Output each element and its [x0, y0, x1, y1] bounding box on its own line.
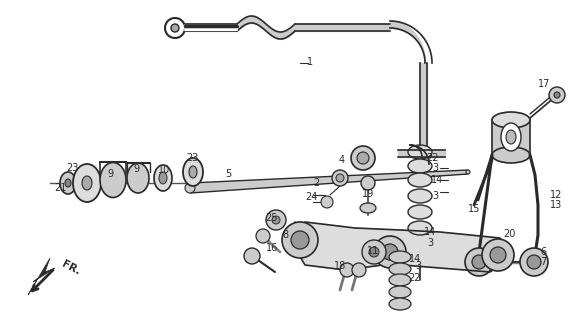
Circle shape: [291, 231, 309, 249]
Circle shape: [336, 174, 344, 182]
Ellipse shape: [389, 274, 411, 286]
Text: 9: 9: [133, 164, 139, 174]
Text: 3: 3: [432, 163, 438, 173]
Text: 1: 1: [307, 57, 313, 67]
Ellipse shape: [127, 163, 149, 193]
Ellipse shape: [389, 263, 411, 275]
Text: 22: 22: [427, 153, 440, 163]
Text: 13: 13: [550, 200, 562, 210]
Circle shape: [482, 239, 514, 271]
Circle shape: [361, 176, 375, 190]
Ellipse shape: [100, 163, 126, 197]
Polygon shape: [190, 170, 468, 193]
Ellipse shape: [389, 251, 411, 263]
Text: 16: 16: [266, 243, 278, 253]
Circle shape: [256, 229, 270, 243]
Text: 9: 9: [107, 169, 113, 179]
Circle shape: [282, 222, 318, 258]
Text: 19: 19: [362, 189, 374, 199]
Circle shape: [332, 170, 348, 186]
Text: 10: 10: [158, 165, 170, 175]
Text: 6: 6: [540, 247, 546, 257]
Text: FR.: FR.: [60, 259, 82, 277]
Polygon shape: [492, 120, 530, 155]
Ellipse shape: [65, 179, 71, 187]
Ellipse shape: [183, 158, 203, 186]
Ellipse shape: [408, 221, 432, 235]
Circle shape: [244, 248, 260, 264]
Ellipse shape: [408, 189, 432, 203]
Circle shape: [165, 18, 185, 38]
Text: 20: 20: [503, 229, 515, 239]
Text: 3: 3: [415, 261, 421, 271]
Text: 12: 12: [550, 190, 562, 200]
Ellipse shape: [159, 172, 167, 184]
Text: 4: 4: [339, 155, 345, 165]
Text: 11: 11: [367, 246, 379, 256]
Ellipse shape: [189, 166, 197, 178]
Ellipse shape: [60, 172, 76, 194]
Text: 22: 22: [409, 273, 421, 283]
Text: 25: 25: [265, 213, 278, 223]
Text: 2: 2: [313, 178, 319, 188]
Ellipse shape: [360, 203, 376, 213]
Text: 18: 18: [334, 261, 346, 271]
Circle shape: [549, 87, 565, 103]
Text: 7: 7: [540, 257, 546, 267]
Ellipse shape: [82, 176, 92, 190]
Text: 23: 23: [186, 153, 198, 163]
Text: 23: 23: [66, 163, 78, 173]
Text: 17: 17: [538, 79, 550, 89]
Circle shape: [490, 247, 506, 263]
Ellipse shape: [492, 147, 530, 163]
Circle shape: [362, 240, 386, 264]
Ellipse shape: [73, 164, 101, 202]
Circle shape: [466, 170, 470, 174]
Circle shape: [352, 263, 366, 277]
Text: 14: 14: [409, 254, 421, 264]
Ellipse shape: [492, 112, 530, 128]
Circle shape: [171, 24, 179, 32]
Text: 3: 3: [427, 238, 433, 248]
Text: 24: 24: [305, 192, 317, 202]
Text: 3: 3: [432, 191, 438, 201]
Text: 8: 8: [282, 230, 288, 240]
Circle shape: [554, 92, 560, 98]
Circle shape: [340, 263, 354, 277]
Circle shape: [351, 146, 375, 170]
Circle shape: [321, 196, 333, 208]
Ellipse shape: [408, 145, 432, 159]
Text: 5: 5: [225, 169, 231, 179]
Text: 21: 21: [54, 183, 66, 193]
Circle shape: [185, 183, 195, 193]
Circle shape: [357, 152, 369, 164]
Ellipse shape: [408, 159, 432, 173]
Circle shape: [465, 248, 493, 276]
Circle shape: [382, 244, 398, 260]
Ellipse shape: [389, 298, 411, 310]
Circle shape: [472, 255, 486, 269]
Ellipse shape: [389, 286, 411, 298]
Polygon shape: [295, 222, 510, 272]
Ellipse shape: [501, 123, 521, 151]
Text: 14: 14: [424, 227, 436, 237]
Ellipse shape: [408, 173, 432, 187]
Circle shape: [266, 210, 286, 230]
Ellipse shape: [408, 205, 432, 219]
Ellipse shape: [506, 130, 516, 144]
Circle shape: [272, 216, 280, 224]
Text: 15: 15: [468, 204, 480, 214]
Text: 14: 14: [431, 175, 443, 185]
Ellipse shape: [154, 165, 172, 191]
Circle shape: [527, 255, 541, 269]
Circle shape: [369, 247, 379, 257]
Circle shape: [520, 248, 548, 276]
Circle shape: [374, 236, 406, 268]
Polygon shape: [28, 258, 55, 295]
